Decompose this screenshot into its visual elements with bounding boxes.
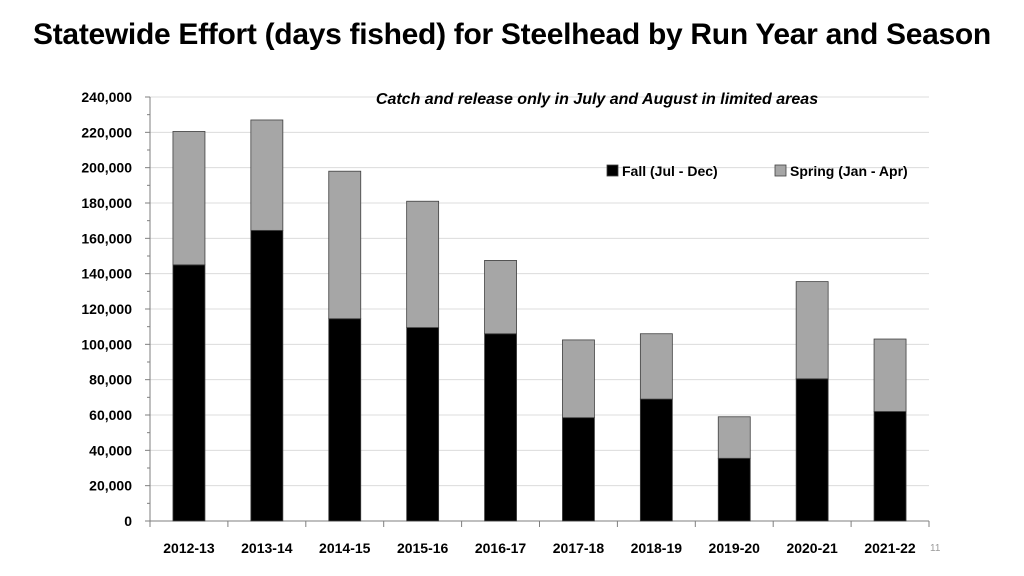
- x-tick-label: 2019-20: [709, 540, 761, 556]
- chart-annotation: Catch and release only in July and Augus…: [376, 91, 818, 108]
- bar-spring: [795, 281, 829, 380]
- bar-fall: [250, 229, 284, 522]
- bar-fall: [172, 264, 206, 522]
- y-tick-label: 240,000: [81, 89, 132, 105]
- y-tick-label: 200,000: [81, 160, 132, 176]
- x-tick-label: 2017-18: [553, 540, 605, 556]
- bar-spring: [250, 119, 284, 231]
- bar-spring: [484, 260, 517, 335]
- y-tick-label: 140,000: [81, 266, 132, 282]
- legend-label-spring: Spring (Jan - Apr): [790, 163, 908, 179]
- bar-spring: [562, 339, 595, 419]
- y-tick-label: 160,000: [81, 230, 132, 246]
- bar-spring: [406, 200, 440, 328]
- bar-spring: [328, 170, 362, 320]
- x-tick-label: 2014-15: [319, 540, 371, 556]
- page-number: 11: [930, 543, 941, 554]
- chart-title: Statewide Effort (days fished) for Steel…: [33, 18, 991, 51]
- legend-label-fall: Fall (Jul - Dec): [622, 163, 718, 179]
- bar-spring: [717, 416, 751, 459]
- bar-spring: [639, 333, 673, 400]
- bar-fall: [328, 318, 362, 522]
- x-tick-label: 2015-16: [397, 540, 449, 556]
- y-tick-label: 100,000: [81, 336, 132, 352]
- bar-fall: [406, 327, 440, 522]
- y-tick-label: 120,000: [81, 301, 132, 317]
- legend-swatch-spring: [774, 164, 787, 177]
- bar-fall: [562, 417, 595, 522]
- bar-fall: [484, 333, 517, 522]
- y-tick-label: 180,000: [81, 195, 132, 211]
- bar-fall: [717, 457, 751, 522]
- x-tick-label: 2018-19: [631, 540, 683, 556]
- y-tick-label: 20,000: [89, 478, 132, 494]
- bar-fall: [873, 411, 907, 522]
- y-tick-label: 80,000: [89, 372, 132, 388]
- x-tick-label: 2013-14: [241, 540, 293, 556]
- legend-swatch-fall: [606, 164, 619, 177]
- bar-fall: [639, 398, 673, 522]
- bar-spring: [172, 131, 206, 266]
- y-tick-label: 60,000: [89, 407, 132, 423]
- x-tick-label: 2021-22: [864, 540, 916, 556]
- y-tick-label: 0: [124, 513, 132, 529]
- y-tick-label: 40,000: [89, 442, 132, 458]
- bar-fall: [795, 378, 829, 522]
- bar-spring: [873, 338, 907, 412]
- x-tick-label: 2020-21: [786, 540, 838, 556]
- x-tick-label: 2016-17: [475, 540, 527, 556]
- x-tick-label: 2012-13: [163, 540, 215, 556]
- y-tick-label: 220,000: [81, 124, 132, 140]
